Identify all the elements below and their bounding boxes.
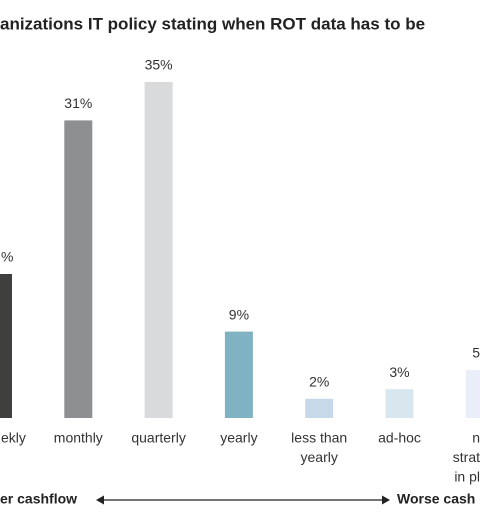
x-tick-label: less than xyxy=(291,430,347,446)
value-label: 5 xyxy=(472,345,480,361)
x-tick-label: yearly xyxy=(220,430,257,446)
value-label: 9% xyxy=(229,306,249,322)
x-tick-label: quarterly xyxy=(131,430,185,446)
x-tick-label: monthly xyxy=(54,430,103,446)
chart-title: anizations IT policy stating when ROT da… xyxy=(0,14,425,33)
bar xyxy=(0,274,12,418)
bar xyxy=(385,389,414,418)
bar xyxy=(144,82,173,418)
x-tick-label: ekly xyxy=(1,430,26,446)
x-tick-label: ad-hoc xyxy=(378,430,421,446)
arrow xyxy=(96,495,390,505)
value-label: 35% xyxy=(145,57,173,73)
value-label: 31% xyxy=(64,95,92,111)
value-label: 3% xyxy=(389,364,409,380)
x-tick-label: yearly xyxy=(301,449,338,465)
footer-left: er cashflow xyxy=(0,491,77,507)
value-label: 2% xyxy=(309,374,329,390)
bar xyxy=(64,120,93,419)
x-tick-label: n xyxy=(472,430,480,446)
x-tick-label: strat xyxy=(453,449,480,465)
bar xyxy=(224,331,253,418)
footer-right: Worse cash xyxy=(397,491,475,507)
value-label: % xyxy=(1,249,13,265)
bar xyxy=(305,398,334,418)
x-tick-label: in pl xyxy=(454,469,480,485)
bar xyxy=(465,370,480,418)
